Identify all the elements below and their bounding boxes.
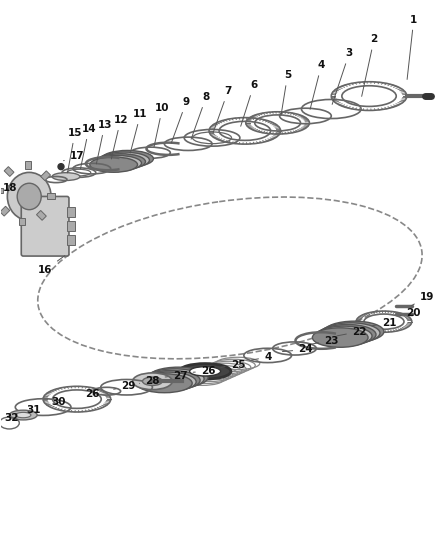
Text: 30: 30: [52, 397, 66, 407]
Text: 19: 19: [411, 292, 434, 306]
Text: 6: 6: [241, 80, 258, 126]
Bar: [67, 207, 75, 217]
Bar: [67, 221, 75, 231]
Text: 22: 22: [337, 327, 366, 336]
Text: 2: 2: [362, 35, 378, 96]
Text: 27: 27: [165, 372, 187, 381]
Ellipse shape: [190, 367, 221, 376]
Ellipse shape: [179, 364, 231, 379]
Text: 31: 31: [26, 405, 40, 415]
Text: 23: 23: [308, 336, 339, 345]
Text: 20: 20: [401, 308, 421, 318]
Ellipse shape: [142, 377, 162, 385]
Text: 1: 1: [407, 14, 417, 79]
Text: 14: 14: [81, 124, 96, 169]
Bar: [19, 217, 25, 225]
Ellipse shape: [145, 369, 204, 389]
Text: 9: 9: [171, 97, 190, 143]
Bar: [47, 193, 55, 199]
Text: 26: 26: [85, 389, 100, 399]
Text: 32: 32: [4, 413, 18, 423]
Bar: [0, 206, 10, 216]
Ellipse shape: [321, 323, 380, 343]
Text: 16: 16: [38, 256, 65, 275]
Text: 5: 5: [281, 70, 291, 115]
Text: 3: 3: [332, 49, 353, 104]
Bar: [0, 188, 4, 193]
Ellipse shape: [96, 154, 145, 169]
Ellipse shape: [99, 152, 149, 168]
Ellipse shape: [324, 321, 384, 342]
Ellipse shape: [52, 173, 80, 181]
Text: 4: 4: [251, 352, 272, 362]
Bar: [25, 161, 31, 169]
Text: 13: 13: [96, 120, 112, 164]
Text: 18: 18: [3, 183, 18, 193]
Text: 17: 17: [64, 151, 84, 161]
Text: 7: 7: [213, 86, 232, 133]
Ellipse shape: [315, 326, 372, 346]
Ellipse shape: [140, 372, 196, 391]
Text: 10: 10: [154, 103, 170, 147]
Text: 26: 26: [193, 366, 215, 376]
Ellipse shape: [102, 150, 153, 167]
Text: 21: 21: [372, 318, 396, 328]
Bar: [41, 171, 50, 181]
Text: 24: 24: [283, 344, 313, 354]
Ellipse shape: [9, 410, 37, 420]
Text: 25: 25: [221, 360, 245, 370]
Bar: [4, 167, 14, 176]
Ellipse shape: [133, 373, 172, 390]
Ellipse shape: [148, 367, 208, 387]
Ellipse shape: [137, 374, 192, 393]
Ellipse shape: [312, 328, 368, 348]
Text: 4: 4: [310, 60, 325, 109]
Text: 28: 28: [140, 376, 160, 386]
Circle shape: [58, 164, 64, 169]
Text: 8: 8: [191, 92, 210, 139]
Text: 15: 15: [67, 128, 82, 173]
Ellipse shape: [142, 370, 200, 390]
Ellipse shape: [90, 157, 138, 172]
FancyBboxPatch shape: [21, 197, 69, 256]
Text: 11: 11: [130, 109, 148, 153]
Ellipse shape: [93, 155, 141, 171]
Ellipse shape: [17, 183, 41, 209]
Ellipse shape: [7, 172, 51, 221]
Text: 29: 29: [114, 381, 136, 391]
Bar: [36, 211, 46, 220]
Ellipse shape: [16, 413, 31, 418]
Ellipse shape: [318, 325, 376, 345]
Text: 12: 12: [111, 115, 128, 159]
Bar: [67, 235, 75, 245]
